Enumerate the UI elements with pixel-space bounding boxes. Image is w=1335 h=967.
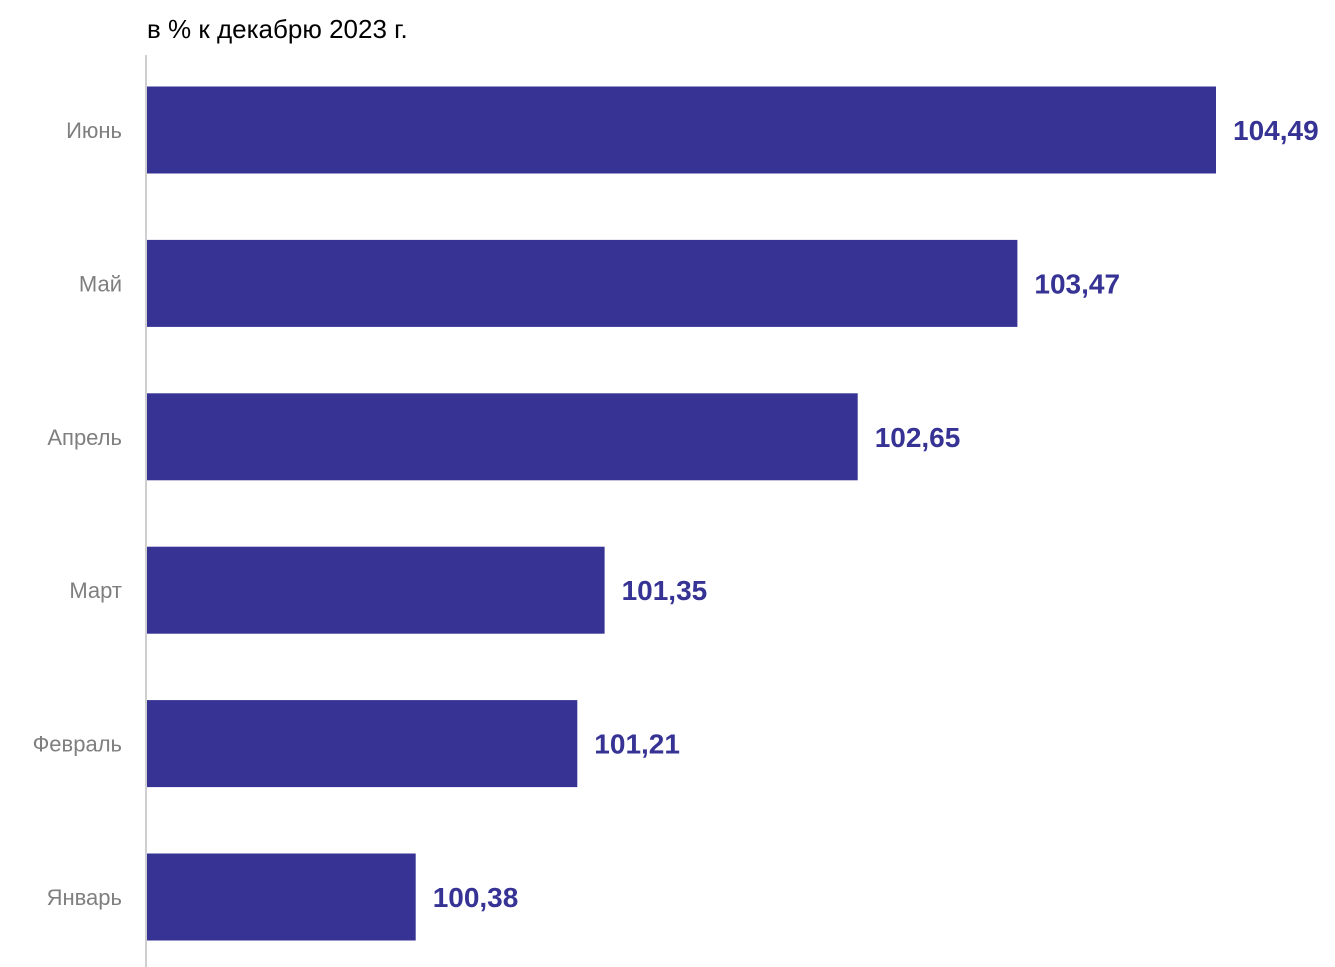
category-label-3: Март <box>69 578 122 603</box>
chart-subtitle: в % к декабрю 2023 г. <box>147 14 408 44</box>
value-label-5: 100,38 <box>433 882 519 913</box>
bar-1 <box>147 239 1018 327</box>
category-label-2: Апрель <box>47 425 122 450</box>
value-label-3: 101,35 <box>622 575 708 606</box>
bar-0 <box>147 86 1216 174</box>
bar-4 <box>147 700 578 788</box>
value-label-1: 103,47 <box>1034 268 1120 299</box>
value-label-0: 104,49 <box>1233 115 1319 146</box>
value-label-4: 101,21 <box>594 729 680 760</box>
category-label-4: Февраль <box>33 732 122 757</box>
category-label-0: Июнь <box>66 118 122 143</box>
value-label-2: 102,65 <box>875 422 961 453</box>
category-label-1: Май <box>79 271 122 296</box>
bar-5 <box>147 853 416 941</box>
bar-3 <box>147 546 605 634</box>
bar-2 <box>147 393 858 481</box>
category-label-5: Январь <box>47 885 122 910</box>
bars-group: Июнь 104,49 Май 103,47 Апрель 102,65 Март 101,3… <box>33 86 1319 941</box>
